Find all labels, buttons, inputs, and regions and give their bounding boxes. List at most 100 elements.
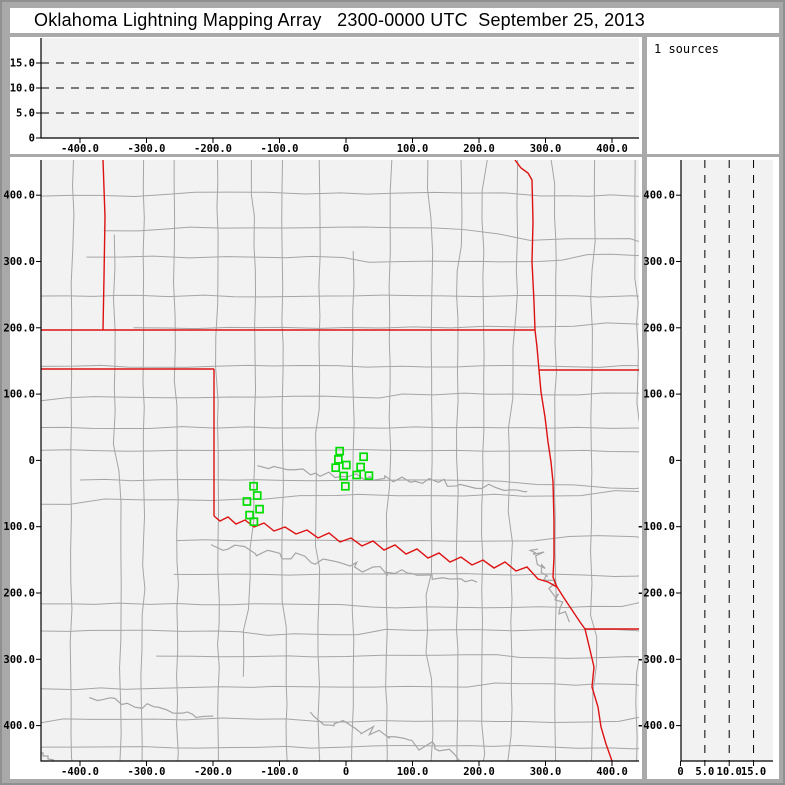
- county-line: [385, 160, 393, 761]
- tick-label: -400.0: [61, 143, 99, 155]
- station-marker: [334, 455, 343, 464]
- county-line: [455, 160, 463, 761]
- river-line: [89, 697, 214, 719]
- river-line: [257, 465, 528, 493]
- tick-label: 15.0: [741, 766, 766, 778]
- county-line: [86, 253, 639, 263]
- county-line: [41, 628, 639, 636]
- tick-label: 0: [343, 143, 349, 155]
- altitude-ns-panel: 400.0 300.0 200.0 100.0 0 -100.0 -200.0 -300.0 -…: [637, 157, 779, 779]
- tick-label: 5.0: [16, 108, 35, 120]
- axis-spine: [40, 160, 639, 762]
- county-line: [140, 160, 146, 761]
- tick-label: 400.0: [643, 190, 675, 202]
- tick-label: -200.0: [637, 588, 675, 600]
- tick-label: 200.0: [3, 322, 35, 334]
- county-line: [425, 160, 434, 761]
- tick-label: 100.0: [643, 389, 675, 401]
- tick-label: 0: [677, 766, 683, 778]
- tick-label: -400.0: [0, 720, 35, 732]
- station-marker: [249, 517, 259, 527]
- state-border-red_river: [213, 515, 558, 588]
- station-marker: [335, 446, 345, 456]
- tick-label: 200.0: [463, 143, 495, 155]
- tick-label: 300.0: [643, 256, 675, 268]
- sources-count-panel: 1 sources: [647, 37, 779, 154]
- station-marker: [255, 504, 264, 514]
- county-line: [41, 426, 639, 429]
- tick-label: -400.0: [637, 720, 675, 732]
- station-marker: [242, 497, 252, 506]
- tick-label: 0: [29, 133, 35, 145]
- tick-label: -100.0: [0, 521, 35, 533]
- plot-area[interactable]: [41, 38, 639, 138]
- station-markers: [242, 446, 374, 527]
- county-line: [41, 191, 639, 197]
- tick-label: 10.0: [717, 766, 742, 778]
- county-line: [80, 478, 639, 490]
- county-line: [156, 654, 639, 659]
- tick-label: 10.0: [10, 83, 35, 95]
- tick-label: 200.0: [463, 766, 495, 778]
- tick-label: 15.0: [10, 58, 35, 70]
- state-border-tx_ar: [556, 586, 586, 630]
- tick-label: 100.0: [397, 143, 429, 155]
- station-marker: [249, 481, 258, 491]
- county-line: [41, 602, 639, 609]
- tick-label: -200.0: [194, 766, 232, 778]
- tick-label: -100.0: [637, 521, 675, 533]
- tick-label: -100.0: [261, 143, 299, 155]
- county-line: [314, 160, 321, 761]
- county-line: [41, 716, 639, 724]
- tick-label: 400.0: [596, 143, 628, 155]
- tick-label: -300.0: [128, 143, 166, 155]
- county-line: [41, 490, 639, 505]
- plan-view-map-plot[interactable]: 400.0 300.0 200.0 100.0 0 -100.0 -200.0 -300.0 -…: [2, 157, 642, 779]
- plot-area[interactable]: [681, 160, 773, 761]
- station-marker: [352, 470, 361, 480]
- tick-label: 200.0: [643, 322, 675, 334]
- tick-label: 0: [343, 766, 349, 778]
- county-line: [112, 234, 122, 761]
- station-marker: [341, 460, 351, 470]
- county-line: [41, 294, 639, 298]
- station-marker: [331, 463, 341, 473]
- map-area[interactable]: [41, 160, 639, 761]
- tick-label: 300.0: [530, 143, 562, 155]
- state-border-co_ks_meridian: [102, 160, 106, 331]
- tick-label: -200.0: [0, 588, 35, 600]
- state-borders: [41, 160, 639, 761]
- county-line: [133, 322, 639, 330]
- county-line: [550, 160, 557, 761]
- county-line: [69, 160, 75, 761]
- station-marker: [364, 471, 374, 480]
- county-line: [281, 160, 288, 761]
- tick-label: 100.0: [3, 389, 35, 401]
- state-border-tx_la: [584, 628, 613, 761]
- county-line: [41, 449, 639, 453]
- county-line: [41, 744, 639, 750]
- county-line: [41, 364, 639, 368]
- tick-label: 0: [29, 455, 35, 467]
- county-line: [634, 160, 639, 761]
- tick-label: -300.0: [637, 654, 675, 666]
- river-line: [309, 711, 460, 761]
- sources-count-label: 1 sources: [654, 42, 720, 56]
- river-line: [41, 752, 55, 761]
- altitude-ns-plot[interactable]: 400.0 300.0 200.0 100.0 0 -100.0 -200.0 -300.0 -…: [637, 157, 779, 779]
- tick-label: 5.0: [695, 766, 714, 778]
- station-marker: [359, 452, 368, 462]
- county-line: [41, 682, 639, 691]
- county-line: [176, 535, 639, 542]
- county-line: [41, 392, 639, 402]
- plan-view-map-panel: 400.0 300.0 200.0 100.0 0 -100.0 -200.0 -300.0 -…: [2, 157, 642, 779]
- tick-label: 400.0: [3, 190, 35, 202]
- county-line: [481, 160, 488, 761]
- tick-label: 300.0: [3, 256, 35, 268]
- altitude-ew-plot[interactable]: 15.0 10.0 5.0 0 -400.0 -300.0 -200.0 -100.0 0 100…: [10, 37, 642, 155]
- tick-label: 400.0: [596, 766, 628, 778]
- county-line: [590, 160, 598, 761]
- tick-label: -300.0: [128, 766, 166, 778]
- county-lines: [41, 160, 639, 761]
